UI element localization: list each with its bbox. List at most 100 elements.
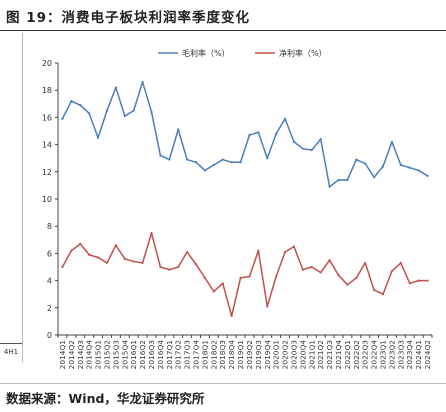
source-divider (0, 383, 446, 384)
series-1 (61, 80, 429, 188)
data-point (283, 250, 287, 254)
x-tick-label: 2021Q2 (316, 340, 325, 369)
x-tick-label: 2018Q1 (200, 340, 209, 370)
legend-label: 毛利率（%） (182, 48, 230, 58)
data-point (346, 283, 349, 286)
data-point (292, 140, 296, 143)
chart-legend: 毛利率（%） 净利率（%） (158, 48, 327, 58)
data-point (364, 162, 367, 165)
data-point (266, 305, 269, 308)
data-point (141, 80, 144, 84)
y-tick-label: 8 (47, 222, 52, 231)
x-tick-label: 2014Q2 (67, 340, 76, 369)
data-point (328, 259, 331, 262)
data-point (177, 265, 180, 269)
x-tick-label: 2020Q3 (289, 340, 298, 370)
data-point (194, 161, 198, 164)
data-point (399, 163, 402, 167)
data-point (337, 178, 340, 182)
x-tick-label: 2019Q4 (263, 340, 272, 370)
x-tick-label: 2015Q2 (102, 340, 111, 369)
y-tick-label: 16 (42, 113, 52, 122)
x-tick-label: 2022Q2 (352, 340, 361, 369)
data-point (159, 265, 162, 269)
data-point (96, 136, 100, 139)
data-point (79, 104, 82, 107)
source-note: 数据来源：Wind，华龙证券研究所 (6, 391, 205, 406)
data-point (275, 132, 278, 135)
x-tick-label: 2016Q4 (156, 340, 165, 370)
figure-title: 图 19：消费电子板块利润率季度变化 (6, 10, 250, 26)
x-tick-label: 2020Q4 (298, 340, 307, 370)
data-point (248, 133, 251, 137)
chart-series-layer (61, 80, 429, 318)
y-tick-label: 2 (47, 304, 52, 313)
data-point (61, 117, 64, 120)
data-point (203, 169, 207, 172)
data-point (177, 128, 180, 131)
data-point (239, 276, 242, 279)
data-point (310, 265, 313, 269)
x-tick-label: 2019Q1 (236, 340, 245, 370)
x-tick-label: 2014Q1 (58, 340, 67, 370)
data-point (221, 282, 224, 285)
data-point (257, 249, 260, 252)
data-point (417, 169, 420, 172)
data-point (355, 158, 358, 161)
data-point (168, 158, 171, 161)
data-point (230, 314, 233, 318)
data-point (275, 275, 278, 278)
x-tick-label: 2023Q3 (396, 340, 405, 370)
x-tick-label: 2017Q1 (165, 340, 174, 370)
data-point (88, 112, 91, 115)
data-point (301, 147, 304, 150)
data-point (123, 257, 126, 260)
data-point (390, 140, 394, 143)
title-divider (0, 30, 446, 31)
series-line (61, 81, 429, 188)
x-tick-label: 2015Q1 (94, 340, 103, 370)
margin-line-chart: 0 2 4 6 8 10 12 14 16 18 20 2014Q1 2014Q2 2014Q3 2014Q… (42, 48, 433, 370)
chart-axes: 0 2 4 6 8 10 12 14 16 18 20 2014Q1 2014Q2 2014Q3 2014Q… (42, 59, 433, 370)
x-tick-label: 2020Q1 (272, 340, 281, 370)
data-point (346, 178, 349, 182)
data-point (70, 99, 73, 103)
data-point (96, 256, 100, 259)
x-tick-label: 2018Q2 (209, 340, 218, 369)
y-tick-label: 4 (47, 277, 52, 286)
data-point (132, 109, 135, 112)
y-tick-label: 14 (42, 141, 52, 150)
x-tick-label: 2022Q3 (361, 340, 370, 370)
series-2 (61, 231, 429, 318)
x-tick-label: 2021Q4 (334, 340, 343, 370)
left-neighbor-panel: 4H1 (0, 33, 23, 362)
data-point (132, 260, 135, 263)
data-point (70, 249, 73, 252)
data-point (239, 161, 242, 164)
data-point (373, 289, 376, 292)
y-tick-label: 0 (47, 331, 52, 340)
x-tick-label: 2017Q4 (192, 340, 201, 370)
legend-label: 净利率（%） (279, 48, 327, 58)
x-tick-label: 2023Q4 (405, 340, 414, 370)
data-point (61, 265, 64, 269)
data-point (150, 231, 153, 235)
data-point (373, 176, 376, 179)
x-tick-label: 2017Q3 (183, 340, 192, 370)
data-point (123, 114, 126, 118)
x-tick-label: 2014Q4 (85, 340, 94, 370)
data-point (292, 245, 296, 248)
x-tick-label: 2024Q2 (423, 340, 432, 369)
series-line (61, 232, 429, 317)
data-point (212, 163, 215, 167)
x-tick-label: 2018Q3 (218, 340, 227, 370)
data-point (364, 261, 367, 265)
x-tick-label: 2017Q2 (174, 340, 183, 369)
data-point (257, 131, 260, 134)
data-point (230, 161, 233, 164)
data-point (319, 138, 322, 141)
x-tick-label: 2023Q1 (379, 340, 388, 370)
data-point (203, 276, 207, 279)
x-tick-label: 2015Q4 (120, 340, 129, 370)
x-tick-label: 2016Q3 (147, 340, 156, 370)
